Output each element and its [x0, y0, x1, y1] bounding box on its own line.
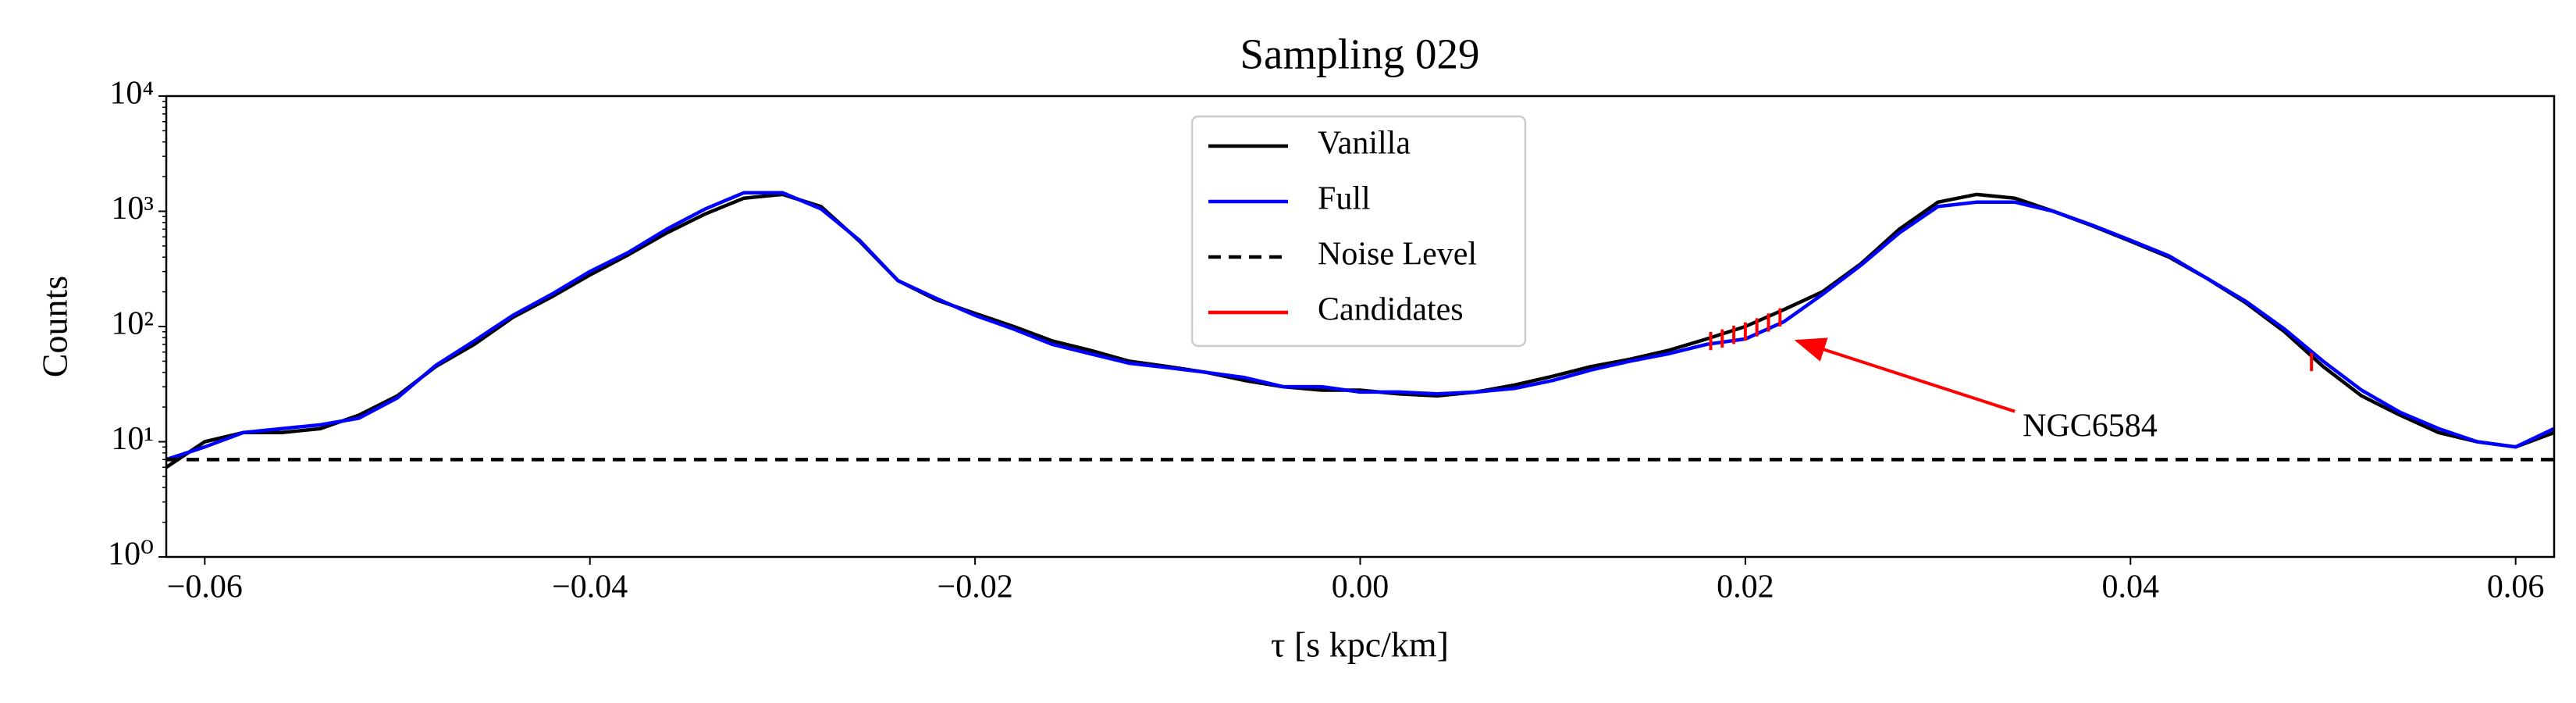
x-tick-label: 0.02 — [1717, 569, 1774, 605]
x-tick-label: −0.02 — [938, 569, 1013, 605]
plot-frame — [165, 95, 2556, 558]
y-tick-label: 10⁰ — [108, 537, 154, 573]
x-axis-label: τ [s kpc/km] — [1271, 625, 1449, 665]
x-tick-label: 0.00 — [1332, 569, 1389, 605]
y-tick-label: 10⁴ — [109, 76, 154, 112]
chart-title: Sampling 029 — [1240, 30, 1479, 78]
legend-box — [1190, 115, 1527, 348]
legend-label: Candidates — [1318, 292, 1464, 328]
series-line — [166, 191, 2554, 462]
plot-area — [166, 191, 2554, 469]
x-tick-label: 0.06 — [2487, 569, 2545, 605]
y-tick-label: 10² — [111, 306, 154, 342]
legend: Vanilla Full Noise Level Candidates — [1190, 115, 1527, 348]
annotation-arrow — [1794, 337, 2016, 413]
x-tick-label: −0.06 — [167, 569, 243, 605]
annotation-text: NGC6584 — [2023, 408, 2158, 444]
legend-label: Noise Level — [1318, 237, 1477, 273]
legend-label: Vanilla — [1318, 126, 1411, 162]
x-tick-label: −0.04 — [552, 569, 628, 605]
y-axis-label: Counts — [35, 276, 75, 377]
y-tick-label: 10³ — [111, 191, 154, 227]
y-tick-label: 10¹ — [111, 421, 154, 457]
x-tick-label: 0.04 — [2102, 569, 2160, 605]
legend-label: Full — [1318, 181, 1371, 217]
